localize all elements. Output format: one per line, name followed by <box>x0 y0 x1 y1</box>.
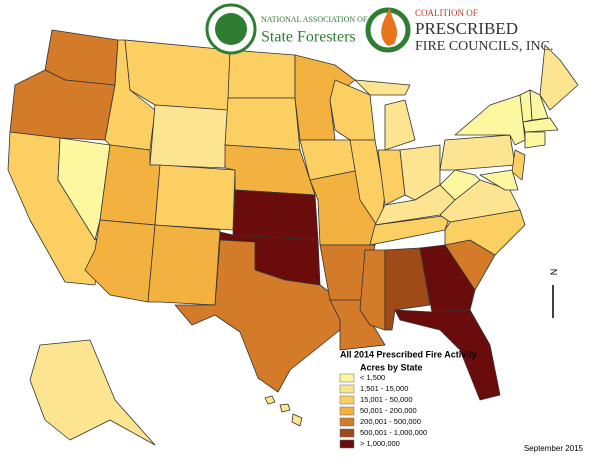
compass: N <box>549 269 559 318</box>
date: September 2015 <box>524 444 584 453</box>
state <box>384 99 416 151</box>
logo-text: NATIONAL ASSOCIATION OF <box>261 15 368 24</box>
logo-tree <box>215 13 247 45</box>
state <box>294 54 356 141</box>
state <box>394 309 501 401</box>
state <box>454 94 526 146</box>
logo-ring <box>365 7 411 53</box>
state <box>354 79 411 96</box>
logo-flame <box>381 8 398 46</box>
state <box>479 169 519 191</box>
state <box>174 239 341 393</box>
state <box>291 413 303 427</box>
state <box>29 339 156 446</box>
legend-label: 50,001 - 200,000 <box>360 406 417 415</box>
state <box>439 169 481 201</box>
logo-text: PRESCRIBED <box>415 19 518 38</box>
legend-swatch <box>339 428 355 438</box>
legend-label: 500,001 - 1,000,000 <box>360 428 427 437</box>
logo-text: State Foresters <box>261 29 356 46</box>
nasf-logo: NATIONAL ASSOCIATION OF State Foresters <box>205 3 368 55</box>
state <box>419 244 476 313</box>
state <box>232 189 319 241</box>
legend-swatch <box>339 417 355 427</box>
legend-subtitle: Acres by State <box>360 362 423 372</box>
legend-swatch <box>339 373 355 383</box>
state <box>522 117 559 133</box>
state <box>154 164 236 231</box>
state <box>511 149 526 181</box>
state <box>279 403 291 413</box>
logo-text: FIRE COUNCILS, INC. <box>415 39 553 54</box>
compass-label: N <box>549 269 559 276</box>
legend-swatch <box>339 406 355 416</box>
state <box>539 44 579 111</box>
state <box>524 131 546 149</box>
state <box>224 97 301 151</box>
state <box>444 209 526 256</box>
state <box>147 224 221 306</box>
state <box>227 49 296 99</box>
logo-text: COALITION OF <box>415 8 478 18</box>
state <box>149 104 229 169</box>
legend-swatch <box>339 384 355 394</box>
legend-label: 200,001 - 500,000 <box>360 417 421 426</box>
state <box>264 395 276 405</box>
ccpfc-logo: COALITION OF PRESCRIBED FIRE COUNCILS, I… <box>365 7 553 54</box>
legend-label: 1,501 - 15,000 <box>360 384 408 393</box>
us-map <box>7 29 579 446</box>
state <box>439 134 516 171</box>
legend-label: > 1,000,000 <box>360 439 400 448</box>
legend-title: All 2014 Prescribed Fire Activity <box>340 349 477 359</box>
state <box>359 249 386 331</box>
legend-label: 15,001 - 50,000 <box>360 395 413 404</box>
legend-label: < 1,500 <box>360 373 385 382</box>
legend-swatch <box>339 439 355 449</box>
state <box>57 137 111 241</box>
legend-swatch <box>339 395 355 405</box>
legend: All 2014 Prescribed Fire Activity Acres … <box>339 349 477 449</box>
